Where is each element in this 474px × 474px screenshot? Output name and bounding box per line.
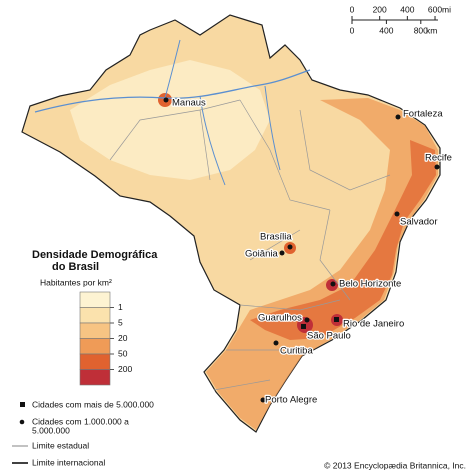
city-dot: [395, 114, 401, 120]
symbol-label: Cidades com 1.000.000 a: [32, 416, 129, 426]
legend: 1 5 20 50 200: [79, 291, 132, 386]
symbol-square: [20, 402, 25, 407]
very-high-density-area: [250, 140, 436, 340]
scale-label: 200: [373, 4, 387, 14]
city-dot: [330, 281, 336, 287]
legend-break-label: 1: [118, 302, 123, 312]
scale-label: 400: [379, 25, 393, 35]
legend-swatch: [79, 353, 111, 370]
scale-label: 0: [350, 25, 355, 35]
scale-label: 600: [428, 4, 442, 14]
legend-break-label: 200: [118, 364, 132, 374]
river: [34, 69, 311, 113]
city-label: Porto Alegre: [265, 395, 317, 406]
city-dot: [279, 250, 285, 256]
symbol-dot: [19, 419, 25, 425]
city-dot: [260, 397, 266, 403]
city-label: Guarulhos: [258, 313, 302, 324]
legend-break-label: 20: [118, 333, 128, 343]
city-dot: [434, 164, 440, 170]
legend-swatch: [79, 307, 111, 324]
city-label: Recife: [425, 153, 452, 164]
city-label: São Paulo: [307, 331, 351, 342]
cities: Manaus Fortaleza Recife Salvador Brasíli…: [163, 96, 453, 407]
legend-swatch: [79, 369, 111, 386]
city-label: Rio de Janeiro: [343, 319, 404, 330]
legend-swatch: [79, 291, 111, 308]
legend-subtitle: Habitantes por km²: [40, 277, 112, 287]
scale-unit: mi: [442, 4, 451, 14]
high-density-area: [206, 98, 438, 430]
symbol-label: Limite internacional: [32, 457, 105, 467]
city-dot: [304, 317, 310, 323]
city-label: Manaus: [172, 98, 206, 109]
scale-label: 400: [400, 4, 414, 14]
symbol-label: Limite estadual: [32, 440, 89, 450]
legend-title: do Brasil: [52, 261, 99, 273]
city-label: Fortaleza: [403, 109, 443, 120]
city-dot: [394, 211, 400, 217]
city-label: Belo Horizonte: [339, 279, 401, 290]
scale-label: 0: [350, 4, 355, 14]
city-square: [334, 317, 339, 322]
symbol-label: Cidades com mais de 5.000.000: [32, 399, 154, 409]
scale-unit: km: [426, 25, 437, 35]
legend-break-label: 5: [118, 317, 123, 327]
symbol-label: 5.000.000: [32, 425, 70, 435]
city-label: Goiânia: [245, 249, 278, 260]
city-dot: [273, 340, 279, 346]
low-density-area: [70, 60, 270, 180]
legend-title: Densidade Demográfica: [32, 249, 158, 261]
city-label: Curitiba: [280, 346, 313, 357]
city-label: Brasília: [260, 232, 292, 243]
city-label: Salvador: [400, 217, 438, 228]
city-dot: [287, 244, 293, 250]
river: [164, 39, 281, 186]
city-square: [301, 324, 306, 329]
scale-label: 800: [414, 25, 428, 35]
state-border: [109, 99, 391, 391]
credit: © 2013 Encyclopædia Britannica, Inc.: [324, 460, 466, 470]
city-dot: [163, 97, 169, 103]
legend-swatch: [79, 322, 111, 339]
legend-swatch: [79, 338, 111, 355]
legend-break-label: 50: [118, 348, 128, 358]
